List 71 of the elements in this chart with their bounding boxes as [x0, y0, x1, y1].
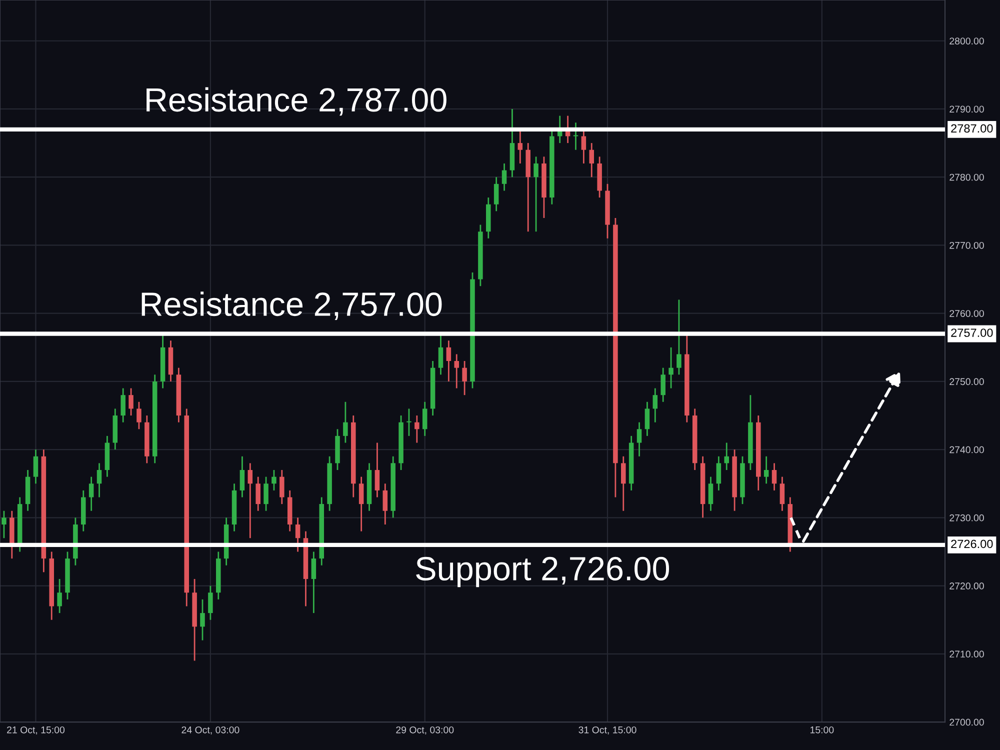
- y-tick-label: 2790.00: [950, 106, 984, 113]
- candlestick: [652, 388, 658, 424]
- candlestick: [33, 448, 38, 484]
- text: 2726.00: [951, 540, 993, 548]
- y-tick-label: 2760.00: [950, 310, 984, 317]
- y-tick-label: 2780.00: [950, 174, 984, 181]
- x-tick-label: 21 Oct, 15:00: [7, 726, 65, 734]
- text: 2757.00: [951, 328, 993, 337]
- candlestick: [272, 469, 276, 492]
- ref-line-label: Resistance 2,757.00: [142, 292, 442, 320]
- ref-line-label: Support 2,726.00: [416, 556, 670, 588]
- candlestick: [295, 516, 300, 552]
- candlestick: [534, 156, 538, 232]
- text: 2787.00: [951, 124, 993, 133]
- candlestick: [708, 476, 714, 512]
- candlestick: [780, 476, 785, 512]
- candlestick: [311, 551, 316, 614]
- y-tick-label: 2720.00: [950, 582, 984, 590]
- candlestick: [343, 401, 348, 444]
- candlestick: [382, 482, 388, 526]
- candlestick: [644, 401, 650, 437]
- candlestick: [120, 388, 126, 424]
- y-tick-label: 2700.00: [950, 718, 984, 726]
- candlestick: [374, 442, 380, 498]
- candlestick: [240, 456, 245, 498]
- candlestick: [96, 462, 102, 498]
- candlestick: [494, 176, 499, 212]
- candlestick: [406, 408, 412, 437]
- candlestick: [136, 401, 142, 430]
- candlestick: [502, 162, 507, 192]
- x-tick-label: 31 Oct, 15:00: [578, 726, 636, 734]
- x-tick-label: 15:00: [810, 726, 834, 734]
- candlestick: [248, 462, 253, 539]
- candlestick: [414, 414, 420, 444]
- y-tick-label: 2710.00: [950, 650, 984, 658]
- y-tick-label: 2800.00: [950, 38, 984, 44]
- candlestick: [208, 585, 213, 621]
- candlestick: [462, 360, 467, 396]
- y-tick-label: 2730.00: [950, 514, 984, 522]
- x-tick-label: 24 Oct, 03:00: [182, 726, 240, 734]
- candlestick: [589, 142, 594, 178]
- candlestick: [128, 388, 134, 416]
- candlestick: [264, 476, 268, 512]
- candlestick: [716, 456, 722, 492]
- candlestick: [573, 122, 578, 151]
- candlestick: [57, 578, 62, 614]
- candlestick: [256, 476, 260, 512]
- candlestick: [764, 456, 769, 484]
- y-tick-label: 2740.00: [950, 446, 984, 454]
- candlestick: [200, 598, 205, 641]
- candlestick: [621, 456, 626, 512]
- candlestick: [454, 354, 459, 389]
- candlestick: [358, 476, 364, 532]
- ref-line-label: Resistance 2,787.00: [146, 87, 446, 116]
- candlestick: [581, 128, 586, 164]
- candlestick: [88, 476, 94, 512]
- candlestick: [280, 469, 284, 505]
- candlestick: [772, 462, 777, 492]
- candlestick: [660, 367, 666, 403]
- y-tick-label: 2770.00: [950, 242, 984, 249]
- candlestick: [676, 299, 682, 376]
- candlestick: [518, 128, 523, 164]
- candlestick: [422, 401, 428, 437]
- candlestick: [2, 510, 6, 539]
- candlestick: [438, 333, 444, 376]
- y-tick-label: 2750.00: [950, 378, 984, 386]
- candlestick: [446, 340, 452, 382]
- candlestick: [724, 442, 729, 471]
- x-tick-label: 29 Oct, 03:00: [396, 726, 454, 734]
- candlestick: [636, 422, 642, 458]
- candlestick: [668, 346, 674, 389]
